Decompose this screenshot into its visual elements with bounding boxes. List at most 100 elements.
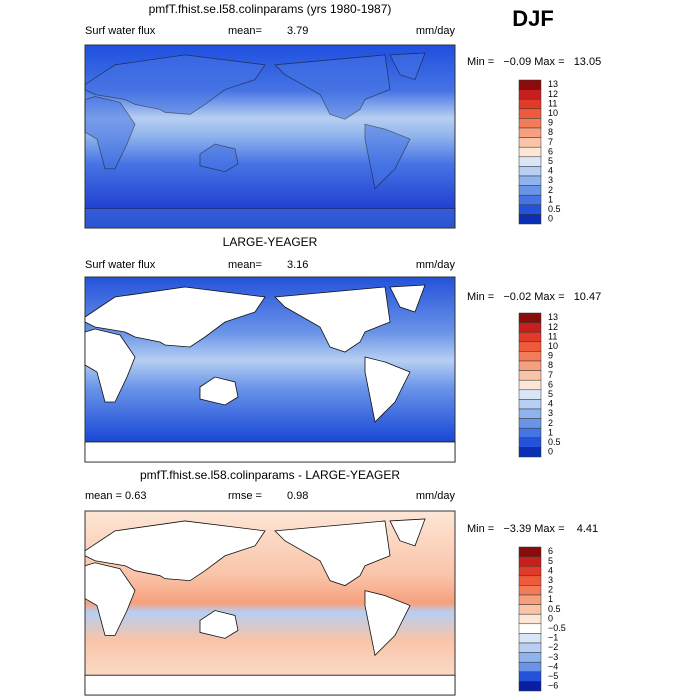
colorbar-box bbox=[518, 633, 542, 644]
colorbar-box bbox=[518, 166, 542, 177]
colorbar-box bbox=[518, 175, 542, 186]
colorbar-label: 8 bbox=[548, 127, 553, 137]
colorbar-box bbox=[518, 671, 542, 682]
colorbar-box bbox=[518, 681, 542, 692]
colorbar-label: 2 bbox=[548, 418, 553, 428]
colorbar-label: −1 bbox=[548, 633, 558, 643]
colorbar-box bbox=[518, 118, 542, 129]
colorbar-label: 2 bbox=[548, 585, 553, 595]
colorbar-label: 6 bbox=[548, 146, 553, 156]
colorbar-label: 7 bbox=[548, 137, 553, 147]
colorbar-box bbox=[518, 379, 542, 391]
colorbar-box bbox=[518, 408, 542, 419]
field-label: mean = 0.63 bbox=[85, 490, 146, 502]
colorbar-box bbox=[518, 613, 542, 625]
colorbar-label: 1 bbox=[548, 194, 553, 204]
colorbar-label: 1 bbox=[548, 427, 553, 437]
colorbar-box bbox=[518, 585, 542, 596]
colorbar-box bbox=[518, 389, 542, 400]
colorbar-box bbox=[518, 427, 542, 439]
colorbar-label: −2 bbox=[548, 642, 558, 652]
colorbar-box bbox=[518, 137, 542, 148]
colorbar-box bbox=[518, 108, 542, 119]
stat-value: 3.79 bbox=[287, 25, 308, 37]
colorbar-label: 4 bbox=[548, 399, 553, 409]
colorbar-box bbox=[518, 642, 542, 653]
colorbar-box bbox=[518, 89, 542, 100]
colorbar-label: 0.5 bbox=[548, 437, 561, 447]
colorbar-label: −4 bbox=[548, 661, 558, 671]
field-label: Surf water flux bbox=[85, 25, 156, 37]
colorbar-label: 3 bbox=[548, 175, 553, 185]
colorbar-box bbox=[518, 437, 542, 448]
colorbar-label: 9 bbox=[548, 118, 553, 128]
stat-label: mean= bbox=[228, 259, 262, 271]
colorbar-box bbox=[518, 594, 542, 605]
colorbar-label: 5 bbox=[548, 556, 553, 566]
colorbar-label: 3 bbox=[548, 575, 553, 585]
colorbar-box bbox=[518, 146, 542, 158]
colorbar-box bbox=[518, 447, 542, 458]
units: mm/day bbox=[416, 25, 456, 37]
colorbar-label: 11 bbox=[548, 98, 557, 108]
colorbar-label: 3 bbox=[548, 408, 553, 418]
colorbar-box bbox=[518, 214, 542, 225]
colorbar-box bbox=[518, 351, 542, 362]
colorbar-box bbox=[518, 322, 542, 333]
stat-value: 3.16 bbox=[287, 259, 308, 271]
colorbar-box bbox=[518, 370, 542, 381]
map-2 bbox=[84, 276, 456, 463]
colorbar-label: 12 bbox=[548, 89, 558, 99]
colorbar-label: 13 bbox=[548, 79, 558, 89]
colorbar-box bbox=[518, 156, 542, 167]
colorbar-label: 5 bbox=[548, 156, 553, 166]
colorbar-box bbox=[518, 194, 542, 206]
colorbar-label: 6 bbox=[548, 546, 553, 556]
colorbar-box bbox=[518, 127, 542, 138]
colorbar-label: 6 bbox=[548, 379, 553, 389]
field-label: Surf water flux bbox=[85, 259, 156, 271]
units: mm/day bbox=[416, 490, 456, 502]
panel-title: LARGE-YEAGER bbox=[223, 235, 318, 249]
min-max: Min = −0.02 Max = 10.47 bbox=[467, 291, 601, 303]
map-3 bbox=[84, 510, 456, 696]
stat-value: 0.98 bbox=[287, 490, 308, 502]
colorbar-box bbox=[518, 185, 542, 196]
stat-label: mean= bbox=[228, 25, 262, 37]
colorbar-label: 10 bbox=[548, 108, 558, 118]
stat-label: rmse = bbox=[228, 490, 262, 502]
colorbar-label: 9 bbox=[548, 351, 553, 361]
colorbar-label: 0 bbox=[548, 214, 553, 224]
colorbar-label: 12 bbox=[548, 322, 558, 332]
colorbar-label: 1 bbox=[548, 594, 553, 604]
colorbar-label: 11 bbox=[548, 331, 557, 341]
units: mm/day bbox=[416, 259, 456, 271]
colorbar-label: −0.5 bbox=[548, 623, 566, 633]
colorbar-label: 0.5 bbox=[548, 604, 561, 614]
colorbar-box bbox=[518, 604, 542, 615]
colorbar-label: 5 bbox=[548, 389, 553, 399]
colorbar-label: 10 bbox=[548, 341, 558, 351]
season: DJF bbox=[512, 6, 554, 31]
colorbar-label: 8 bbox=[548, 360, 553, 370]
colorbar-label: 4 bbox=[548, 565, 553, 575]
colorbar-box bbox=[518, 341, 542, 352]
colorbar-box bbox=[518, 418, 542, 429]
panel-title: pmfT.fhist.se.l58.colinparams - LARGE-YE… bbox=[140, 468, 400, 482]
colorbar-box bbox=[518, 652, 542, 663]
colorbar-label: −5 bbox=[548, 671, 558, 681]
panel-title: pmfT.fhist.se.l58.colinparams (yrs 1980-… bbox=[149, 2, 392, 16]
colorbar-label: 0 bbox=[548, 613, 553, 623]
colorbar-box bbox=[518, 79, 542, 90]
colorbar-label: 4 bbox=[548, 166, 553, 176]
colorbar-label: 7 bbox=[548, 370, 553, 380]
colorbar-box bbox=[518, 661, 542, 673]
colorbar-box bbox=[518, 575, 542, 586]
min-max: Min = −3.39 Max = 4.41 bbox=[467, 523, 598, 535]
colorbar-label: −3 bbox=[548, 652, 558, 662]
colorbar-box bbox=[518, 399, 542, 410]
colorbar-label: −6 bbox=[548, 681, 558, 691]
map-1 bbox=[84, 44, 456, 229]
colorbar-box bbox=[518, 623, 542, 634]
